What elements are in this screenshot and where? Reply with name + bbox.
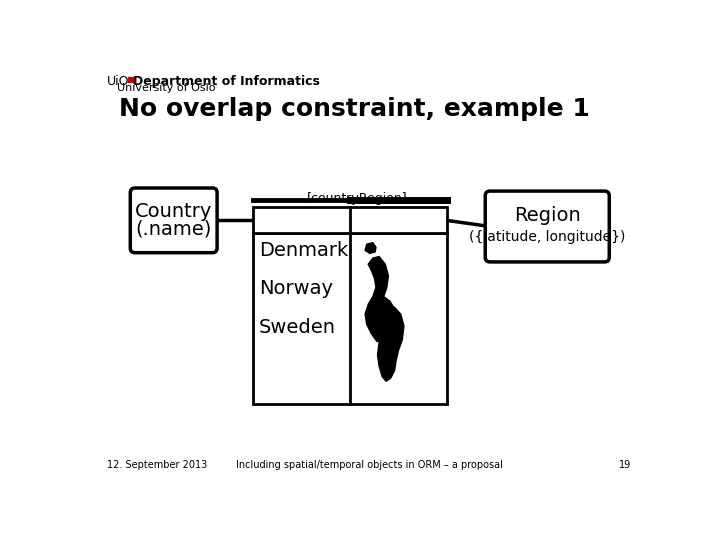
Text: Including spatial/temporal objects in ORM – a proposal: Including spatial/temporal objects in OR… xyxy=(235,460,503,470)
Polygon shape xyxy=(377,307,404,381)
Text: Sweden: Sweden xyxy=(259,318,336,337)
FancyBboxPatch shape xyxy=(130,188,217,253)
Text: Region: Region xyxy=(514,206,580,225)
Polygon shape xyxy=(365,242,376,253)
Text: ({latitude, longitude}): ({latitude, longitude}) xyxy=(469,230,626,244)
Text: Department of Informatics: Department of Informatics xyxy=(132,75,320,88)
Text: University of Oslo: University of Oslo xyxy=(117,83,215,93)
Text: No overlap constraint, example 1: No overlap constraint, example 1 xyxy=(120,97,590,121)
Text: UiO: UiO xyxy=(107,75,130,88)
Text: ■: ■ xyxy=(127,75,135,84)
Bar xyxy=(253,207,446,233)
FancyBboxPatch shape xyxy=(485,191,609,262)
Text: Norway: Norway xyxy=(259,279,333,299)
Text: Country: Country xyxy=(135,202,212,221)
Text: [countryRegion]: [countryRegion] xyxy=(307,192,408,205)
Text: 12. September 2013: 12. September 2013 xyxy=(107,460,207,470)
Bar xyxy=(253,233,446,403)
Text: 19: 19 xyxy=(618,460,631,470)
Text: Denmark: Denmark xyxy=(259,241,348,260)
Text: (.name): (.name) xyxy=(135,219,212,238)
Polygon shape xyxy=(365,256,396,343)
